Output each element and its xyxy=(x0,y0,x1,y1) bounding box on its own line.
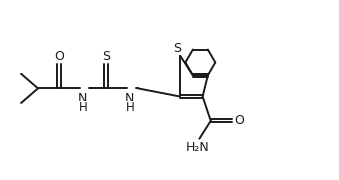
Text: O: O xyxy=(234,114,244,127)
Text: S: S xyxy=(102,50,110,63)
Text: H: H xyxy=(78,101,87,114)
Text: N: N xyxy=(125,92,135,105)
Text: O: O xyxy=(54,50,64,63)
Text: H₂N: H₂N xyxy=(186,141,210,154)
Text: S: S xyxy=(173,42,181,55)
Text: N: N xyxy=(78,92,87,105)
Text: H: H xyxy=(125,101,134,114)
